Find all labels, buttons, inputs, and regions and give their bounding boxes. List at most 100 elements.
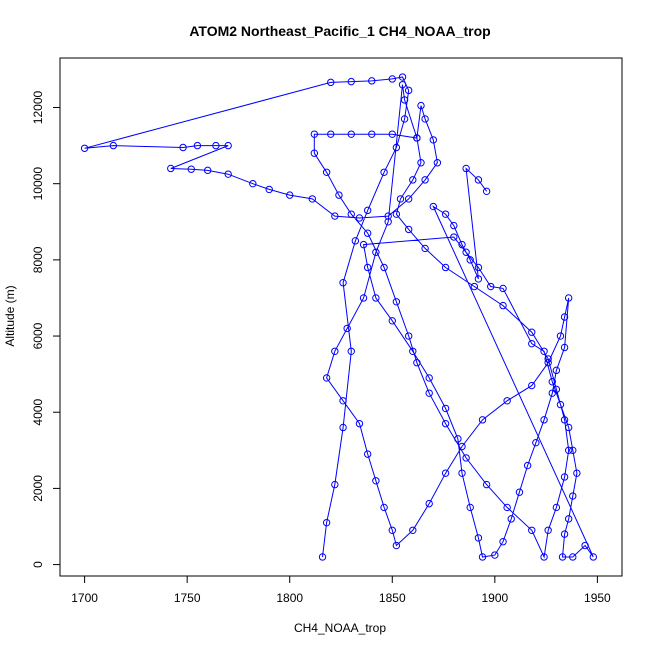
data-point — [478, 416, 487, 424]
data-point — [363, 229, 372, 237]
data-point — [462, 454, 470, 462]
data-point — [331, 480, 339, 489]
data-point — [558, 553, 567, 561]
data-point — [409, 526, 417, 534]
data-point — [569, 492, 577, 500]
data-point — [322, 374, 331, 382]
data-point — [193, 141, 202, 150]
data-point — [347, 347, 355, 355]
data-point — [441, 263, 450, 272]
data-point — [368, 130, 376, 138]
data-point — [404, 332, 413, 340]
data-point — [478, 553, 487, 561]
data-point — [503, 503, 511, 512]
data-point — [203, 166, 212, 175]
data-point — [392, 210, 401, 218]
data-point — [327, 78, 335, 87]
data-point — [384, 212, 392, 220]
data-point — [339, 397, 347, 405]
data-point — [363, 450, 372, 458]
data-point — [548, 378, 556, 386]
data-point — [404, 195, 413, 203]
data-point — [564, 446, 573, 455]
data-point — [503, 397, 511, 405]
data-point — [404, 86, 413, 95]
data-point — [499, 284, 507, 293]
data-point — [187, 165, 195, 173]
data-point — [322, 518, 331, 527]
x-axis: 1700 1750 1800 1850 1900 1950 — [71, 575, 611, 605]
data-point — [409, 176, 417, 184]
data-point — [398, 80, 407, 89]
data-point — [441, 419, 450, 428]
y-tick-label: 2000 — [31, 475, 45, 502]
data-point — [589, 553, 597, 561]
data-point — [450, 233, 458, 241]
data-point — [569, 553, 577, 561]
data-point — [491, 551, 499, 559]
data-point — [564, 515, 573, 523]
data-point — [179, 143, 187, 152]
data-point — [564, 423, 573, 432]
data-point — [466, 503, 474, 512]
data-point — [308, 195, 316, 203]
data-point — [368, 77, 376, 85]
data-point — [331, 212, 339, 220]
x-tick-label: 1750 — [174, 591, 201, 605]
y-axis-label: Altitude (m) — [3, 285, 17, 346]
data-point — [355, 214, 364, 222]
data-point — [515, 488, 524, 496]
data-point — [347, 210, 355, 218]
data-point — [466, 256, 474, 264]
data-point — [425, 389, 433, 397]
data-point — [392, 143, 401, 152]
data-point — [544, 355, 552, 363]
data-point — [286, 191, 294, 199]
data-point — [318, 553, 327, 561]
y-tick-label: 6000 — [31, 322, 45, 349]
data-point — [388, 130, 396, 138]
data-point — [335, 191, 343, 199]
data-point — [331, 347, 339, 355]
data-point — [523, 461, 532, 470]
data-point — [548, 389, 556, 397]
data-point — [421, 176, 429, 184]
data-point — [482, 187, 491, 196]
data-point — [429, 202, 437, 211]
y-axis: 0 2000 4000 6000 8000 10000 12000 — [31, 91, 61, 568]
data-point — [532, 438, 540, 447]
series-layer — [80, 73, 597, 561]
data-point — [560, 530, 569, 538]
data-point — [552, 366, 561, 375]
data-point — [544, 359, 552, 367]
data-point — [544, 526, 552, 534]
x-tick-label: 1950 — [584, 591, 611, 605]
data-point — [310, 130, 319, 138]
data-point — [109, 141, 118, 150]
x-tick-label: 1800 — [276, 591, 303, 605]
data-point — [249, 179, 257, 188]
data-point — [388, 317, 396, 325]
data-point — [450, 221, 458, 230]
y-tick-label: 12000 — [31, 91, 45, 125]
data-point — [322, 168, 331, 176]
x-tick-label: 1850 — [379, 591, 406, 605]
data-point — [458, 469, 466, 477]
data-point — [552, 385, 561, 394]
data-point — [454, 435, 462, 443]
data-point — [569, 446, 577, 455]
data-point — [441, 210, 450, 218]
data-point — [540, 347, 548, 355]
data-point — [573, 469, 581, 477]
data-point — [540, 416, 548, 424]
data-point — [458, 442, 466, 451]
data-point — [224, 170, 232, 178]
data-point — [355, 419, 364, 428]
data-point — [380, 503, 388, 512]
data-point — [400, 115, 409, 123]
data-point — [560, 313, 569, 321]
data-point — [528, 526, 536, 534]
data-point — [560, 416, 569, 424]
data-point — [372, 248, 380, 256]
